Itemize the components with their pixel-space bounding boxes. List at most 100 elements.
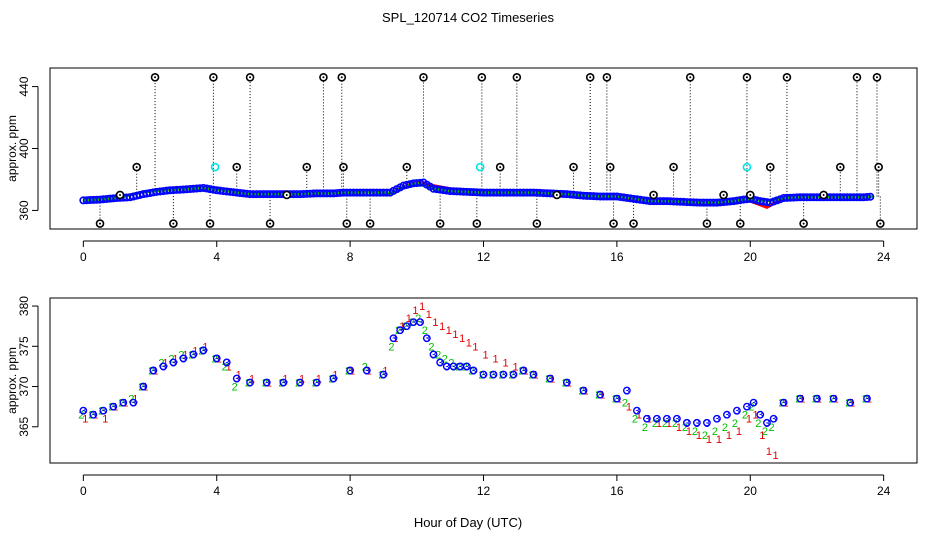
sensor-3-point: 3 <box>751 398 757 410</box>
spike-marker-dot <box>652 193 655 196</box>
sensor-3-point: 3 <box>457 361 463 373</box>
spike-marker-dot <box>839 166 842 169</box>
spike-marker-dot <box>672 166 675 169</box>
sensor-1-point: 1 <box>636 410 642 422</box>
sensor-2-point: 2 <box>712 426 718 438</box>
x-tick-label: 20 <box>744 484 758 498</box>
sensor-3-point: 3 <box>247 378 253 390</box>
sensor-4-point <box>119 398 128 407</box>
sensor-3-point: 3 <box>314 378 320 390</box>
sensor-2-point: 2 <box>862 394 868 406</box>
spike-marker-dot <box>612 222 615 225</box>
spike-marker-dot <box>749 193 752 196</box>
sensor-4-point <box>546 374 555 383</box>
y-tick-label: 440 <box>17 76 31 96</box>
x-tick-label: 20 <box>744 250 758 264</box>
sensor-2-point: 2 <box>755 418 761 430</box>
sensor-4-point <box>422 334 431 343</box>
sensor-4-point <box>189 350 198 359</box>
sensor-4-point <box>429 350 438 359</box>
sensor-3-point: 3 <box>90 410 96 422</box>
sensor-3-point: 3 <box>831 394 837 406</box>
sensor-1-point: 1 <box>773 450 779 462</box>
sensor-1-point: 1 <box>706 434 712 446</box>
x-tick-label: 16 <box>610 484 624 498</box>
sensor-2-point: 2 <box>98 406 104 418</box>
sensor-4-point <box>212 354 221 363</box>
spike-marker-dot <box>535 222 538 225</box>
sensor-3-point: 3 <box>130 398 136 410</box>
sensor-2-point: 2 <box>345 365 351 377</box>
sensor-3-point: 3 <box>200 345 206 357</box>
sensor-1-point: 1 <box>122 398 128 410</box>
spike-marker-dot <box>769 166 772 169</box>
sensor-4-point <box>763 418 771 427</box>
sensor-1-point: 1 <box>112 402 118 414</box>
sensor-2-point: 2 <box>442 353 448 365</box>
sensor-3-point: 3 <box>120 398 126 410</box>
sensor-3-point: 3 <box>380 369 386 381</box>
sensor-4-point <box>596 390 605 399</box>
sensor-3-point: 3 <box>397 325 403 337</box>
sensor-1-point: 1 <box>266 378 272 390</box>
x-tick-label: 4 <box>213 250 220 264</box>
sensor-4-point <box>529 370 538 379</box>
sensor-4-point <box>129 398 138 407</box>
sensor-2-point: 2 <box>642 422 648 434</box>
sensor-1-point: 1 <box>833 394 839 406</box>
spike-marker-dot <box>722 193 725 196</box>
sensor-2-point: 2 <box>88 410 94 422</box>
sensor-3-point: 3 <box>480 369 486 381</box>
sensor-4-point <box>749 398 758 407</box>
sensor-3-point: 3 <box>674 414 680 426</box>
sensor-2-point: 2 <box>212 353 218 365</box>
sensor-1-point: 1 <box>439 321 445 333</box>
sensor-1-point: 1 <box>522 365 528 377</box>
sensor-4-point <box>779 398 788 407</box>
sensor-2-point: 2 <box>198 345 204 357</box>
sensor-2-point: 2 <box>428 341 434 353</box>
sensor-4-point <box>489 370 498 379</box>
top-panel: 0 4 8 12 16 20 24 360 400 440 approx. ppm <box>5 67 918 264</box>
sensor-4-point <box>169 358 178 367</box>
sensor-3-point: 3 <box>694 418 700 430</box>
spike-marker-dot <box>235 166 238 169</box>
sensor-4-point <box>79 406 88 415</box>
sensor-1-point: 1 <box>92 410 98 422</box>
sensor-2-point: 2 <box>672 418 678 430</box>
plot-frame <box>49 67 918 230</box>
spike-marker-dot <box>345 222 348 225</box>
sensor-4-point <box>262 378 271 387</box>
x-tick-label: 8 <box>347 250 354 264</box>
sensor-1-point: 1 <box>426 309 432 321</box>
y-tick-label: 400 <box>17 138 31 158</box>
spike-marker-dot <box>515 76 518 79</box>
sensor-4-point <box>863 394 871 403</box>
sensor-3-point: 3 <box>110 402 116 414</box>
sensor-3-point: 3 <box>214 353 220 365</box>
sensor-4-point <box>199 346 208 355</box>
sensor-1-point: 1 <box>676 422 682 434</box>
sensor-3-point <box>862 193 871 202</box>
spike-marker-dot <box>340 76 343 79</box>
sensor-1-point: 1 <box>446 325 452 337</box>
sensor-2-point: 2 <box>652 418 658 430</box>
sensor-3-point: 3 <box>500 369 506 381</box>
sensor-3-point: 3 <box>347 365 353 377</box>
sensor-2-point: 2 <box>478 369 484 381</box>
sensor-2-point: 2 <box>562 378 568 390</box>
spike-marker-dot <box>499 166 502 169</box>
sensor-2-point: 2 <box>262 378 268 390</box>
spike-marker-dot <box>879 222 882 225</box>
sensor-2-point: 2 <box>488 369 494 381</box>
sensor-2-point: 2 <box>769 422 775 434</box>
spike-marker-dot <box>480 76 483 79</box>
sensor-1-point: 1 <box>759 430 765 442</box>
spike-marker-dot <box>322 76 325 79</box>
sensor-4-point <box>436 358 445 367</box>
plot-frame <box>49 297 918 464</box>
spike-marker-dot <box>877 166 880 169</box>
y-tick-label: 370 <box>17 376 31 396</box>
sensor-4-point <box>612 394 621 403</box>
sensor-3-point: 3 <box>280 378 286 390</box>
